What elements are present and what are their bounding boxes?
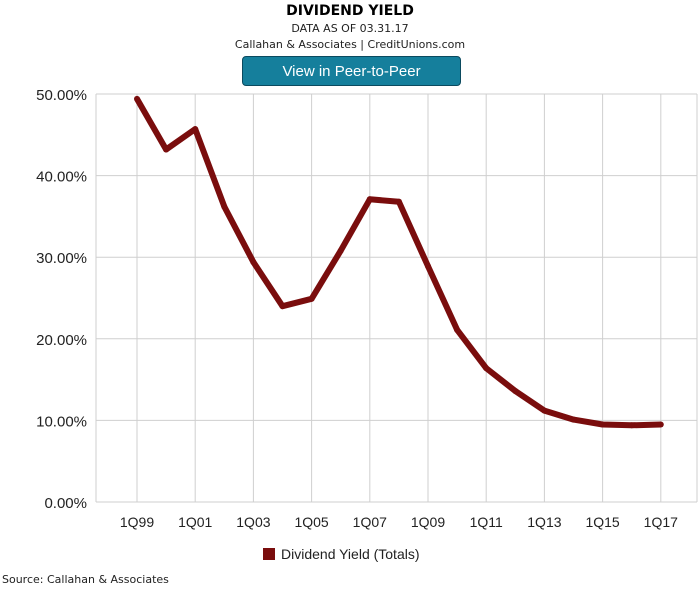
x-tick-label: 1Q03 bbox=[236, 514, 270, 530]
y-tick-label: 20.00% bbox=[36, 332, 87, 349]
view-in-peer-to-peer-button[interactable]: View in Peer-to-Peer bbox=[242, 56, 461, 86]
x-tick-label: 1Q09 bbox=[411, 514, 445, 530]
line-chart: 0.00% 10.00% 20.00% 30.00% 40.00% 50.00% 1Q99 1… bbox=[36, 87, 698, 530]
data-point bbox=[163, 146, 170, 153]
x-tick-label: 1Q01 bbox=[178, 514, 212, 530]
data-point bbox=[337, 247, 344, 254]
data-point bbox=[628, 422, 635, 429]
data-point bbox=[599, 421, 606, 428]
source-subtitle: Callahan & Associates | CreditUnions.com bbox=[234, 38, 466, 51]
grid-layer bbox=[95, 93, 698, 503]
data-point bbox=[541, 407, 548, 414]
data-point bbox=[570, 416, 577, 423]
x-tick-label: 1Q99 bbox=[120, 514, 154, 530]
data-point bbox=[454, 326, 461, 333]
data-point bbox=[483, 365, 490, 372]
data-point bbox=[250, 259, 257, 266]
y-tick-label: 40.00% bbox=[36, 169, 87, 186]
axis-layer: 0.00% 10.00% 20.00% 30.00% 40.00% 50.00% 1Q99 1… bbox=[36, 87, 678, 530]
data-point bbox=[395, 198, 402, 205]
data-point bbox=[221, 203, 228, 210]
data-point bbox=[657, 421, 664, 428]
series-line-dividend-yield bbox=[134, 97, 661, 429]
x-tick-label: 1Q15 bbox=[585, 514, 619, 530]
y-tick-label: 10.00% bbox=[36, 413, 87, 430]
x-tick-label: 1Q07 bbox=[353, 514, 387, 530]
legend-swatch bbox=[263, 548, 275, 560]
data-date-subtitle: DATA AS OF 03.31.17 bbox=[291, 22, 409, 35]
y-tick-label: 30.00% bbox=[36, 250, 87, 267]
data-point bbox=[134, 95, 140, 102]
y-tick-label: 50.00% bbox=[36, 87, 87, 104]
x-tick-label: 1Q17 bbox=[644, 514, 678, 530]
data-point bbox=[512, 388, 519, 395]
chart-title: DIVIDEND YIELD bbox=[286, 3, 414, 19]
legend-label: Dividend Yield (Totals) bbox=[281, 546, 420, 562]
x-tick-label: 1Q11 bbox=[470, 514, 503, 530]
y-tick-label: 0.00% bbox=[44, 495, 87, 512]
data-point bbox=[192, 126, 199, 133]
data-point bbox=[366, 196, 373, 203]
data-point bbox=[425, 263, 431, 270]
source-note: Source: Callahan & Associates bbox=[2, 573, 169, 586]
data-point bbox=[279, 303, 286, 310]
x-tick-label: 1Q13 bbox=[527, 514, 561, 530]
series-layer bbox=[134, 95, 664, 429]
legend[interactable]: Dividend Yield (Totals) bbox=[263, 546, 420, 562]
x-tick-label: 1Q05 bbox=[294, 514, 328, 530]
data-point bbox=[308, 295, 315, 302]
